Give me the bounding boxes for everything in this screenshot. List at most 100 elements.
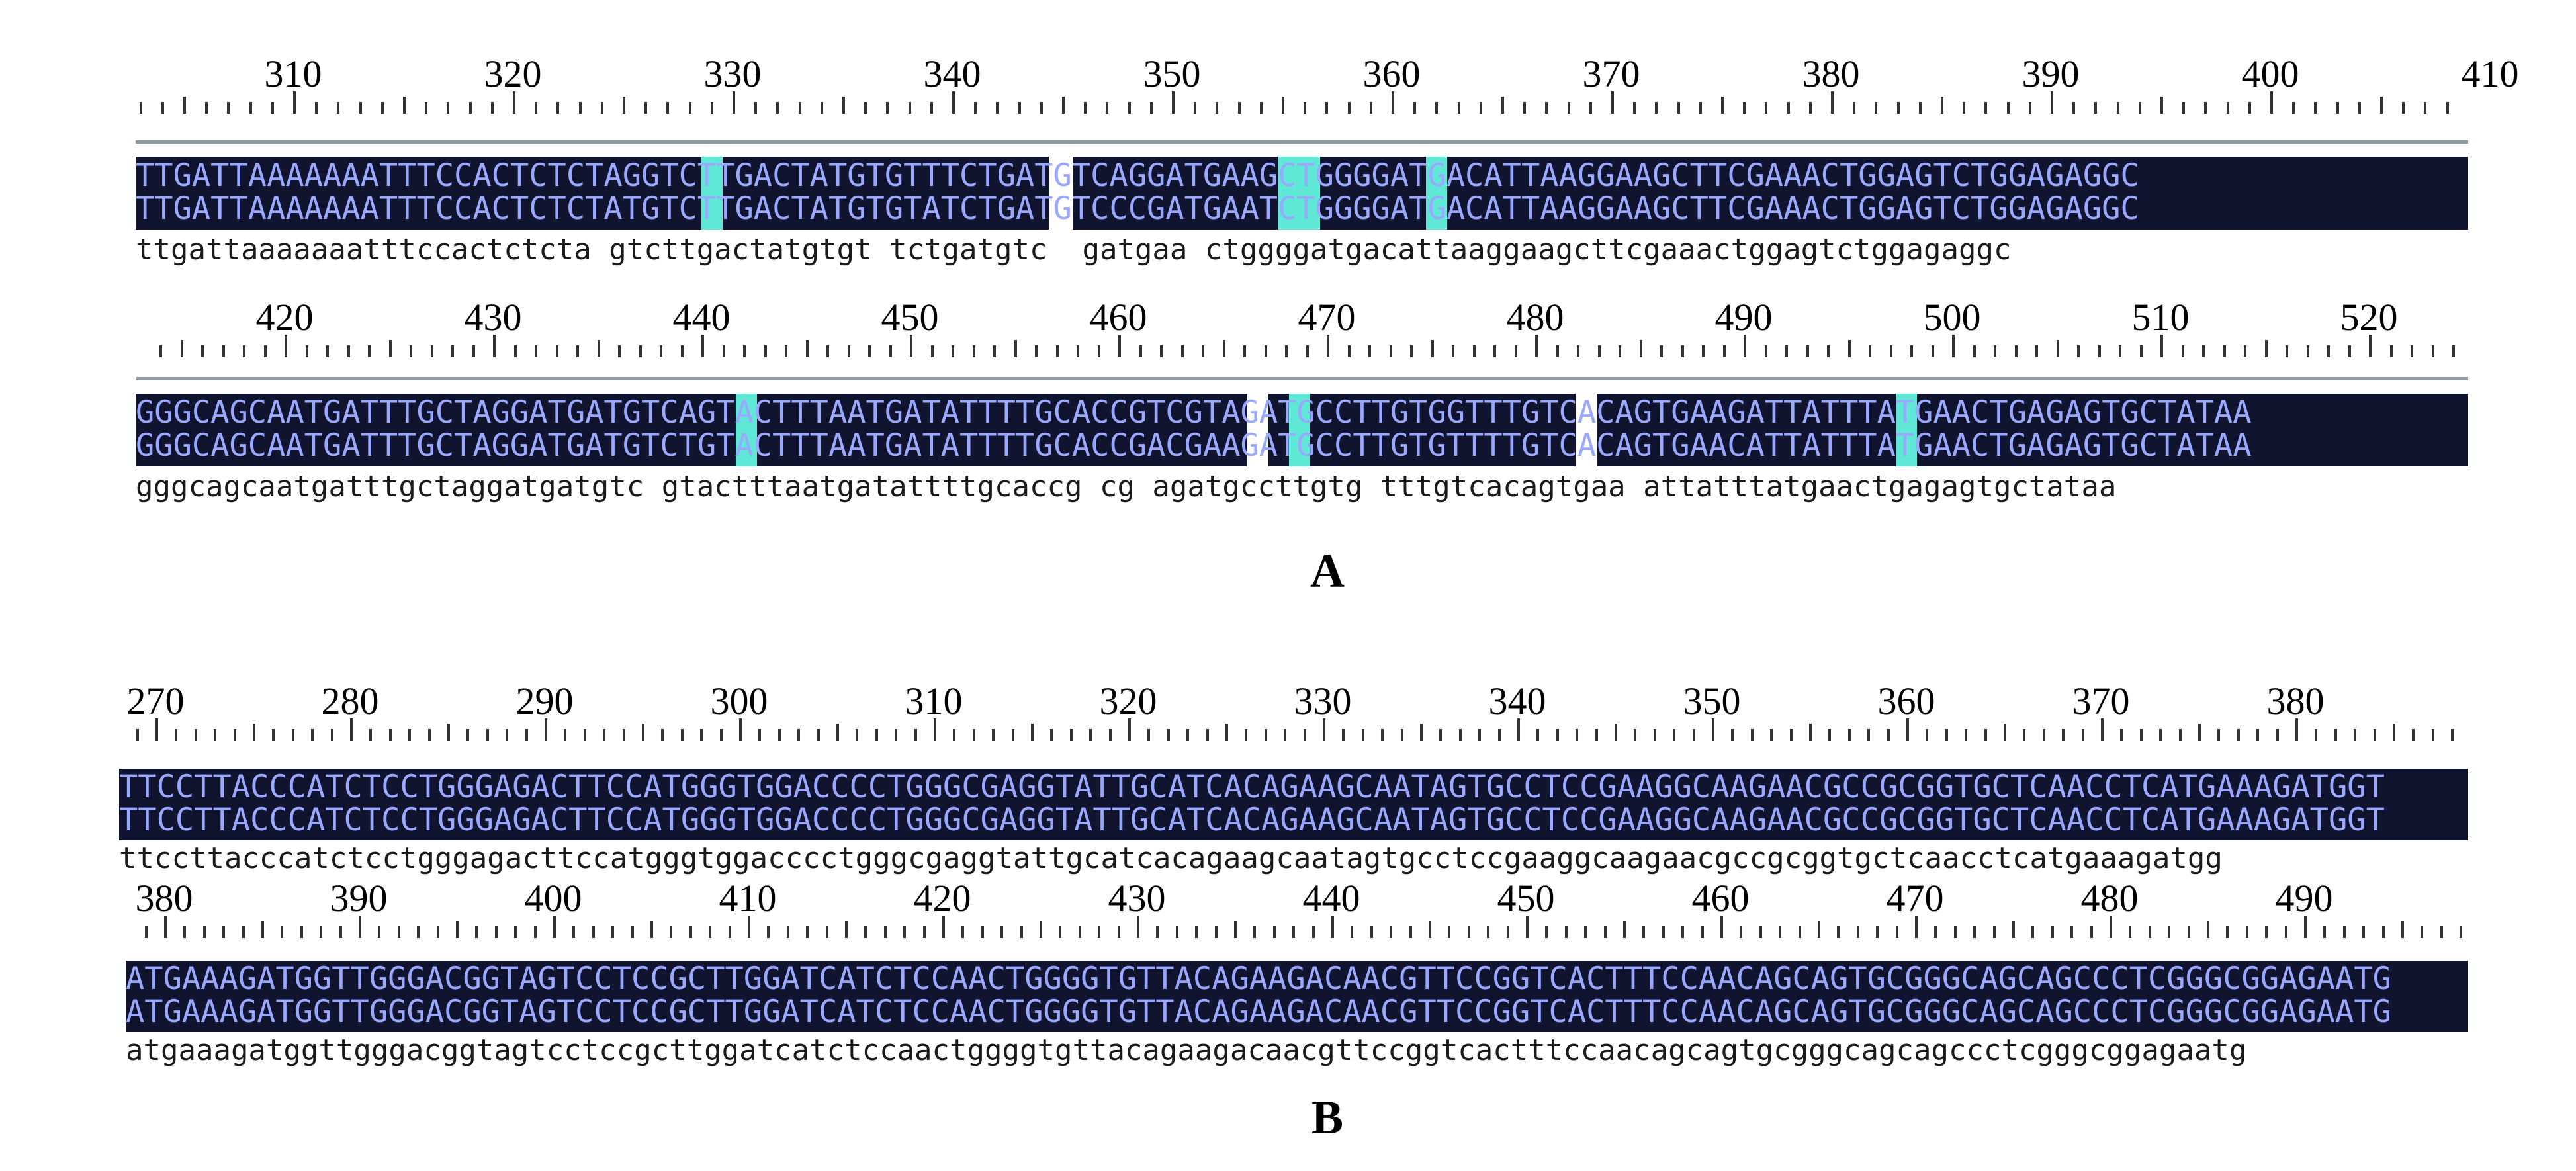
mismatch-marker xyxy=(701,157,723,230)
ruler-tick xyxy=(709,926,712,938)
ruler-tick xyxy=(1895,926,1898,938)
ruler-tick xyxy=(347,345,350,357)
ruler-tick xyxy=(1137,916,1139,938)
ruler-tick xyxy=(875,729,878,741)
ruler-b2: 380 390 400 410 420 430 440 450 460 470 480 490 xyxy=(126,877,2463,938)
ruler-tick xyxy=(2160,97,2163,114)
ruler-tick xyxy=(490,102,494,114)
ruler-tick xyxy=(2323,926,2327,938)
ruler-tick xyxy=(1639,340,1642,357)
ruler-label: 380 xyxy=(135,877,193,920)
ruler-tick xyxy=(1722,345,1726,357)
ruler-label: 390 xyxy=(330,877,388,920)
ruler-tick xyxy=(974,102,977,114)
ruler-tick xyxy=(1018,102,1021,114)
ruler-tick xyxy=(777,729,781,741)
ruler-tick xyxy=(2226,926,2229,938)
ruler-label: 420 xyxy=(255,296,314,339)
ruler-tick xyxy=(1660,345,1663,357)
ruler-label: 500 xyxy=(1923,296,1981,339)
ruler-tick xyxy=(666,102,670,114)
ruler-tick xyxy=(1331,916,1334,938)
ruler-tick xyxy=(1681,345,1684,357)
ruler-tick xyxy=(845,921,848,938)
ruler-tick xyxy=(1887,729,1890,741)
ruler-tick xyxy=(883,926,887,938)
ruler-tick xyxy=(2072,102,2076,114)
ruler-label: 450 xyxy=(1497,877,1555,920)
ruler-label: 370 xyxy=(2072,679,2130,722)
ruler-label: 270 xyxy=(126,679,185,722)
ruler-tick xyxy=(2101,718,2104,741)
ruler-tick xyxy=(650,921,653,938)
ruler-tick xyxy=(2284,926,2287,938)
ruler-label: 350 xyxy=(1683,679,1741,722)
ruler-tick xyxy=(1595,729,1598,741)
ruler-tick xyxy=(183,926,187,938)
ruler-tick xyxy=(1264,345,1267,357)
ruler-tick xyxy=(1172,91,1175,114)
ruler-tick xyxy=(2264,340,2268,357)
ruler-tick xyxy=(2452,345,2455,357)
ruler-tick xyxy=(1789,729,1793,741)
ruler-tick xyxy=(1011,729,1014,741)
ruler-tick xyxy=(388,340,392,357)
ruler-tick xyxy=(1040,102,1043,114)
ruler-tick xyxy=(754,102,758,114)
ruler-tick xyxy=(1435,102,1439,114)
alignment-block-b1: TTCCTTACCCATCTCCTGGGAGACTTCCATGGGTGGACCC… xyxy=(119,761,2468,880)
ruler-tick xyxy=(1906,718,1909,741)
ruler-tick xyxy=(1779,926,1782,938)
ruler-label: 370 xyxy=(1582,52,1640,95)
ruler-tick xyxy=(1342,729,1345,741)
ruler-tick xyxy=(1869,345,1871,357)
ruler-tick xyxy=(1973,926,1976,938)
ruler-tick xyxy=(1059,926,1062,938)
ruler-tick xyxy=(2304,916,2307,938)
ruler-tick xyxy=(1368,345,1371,357)
ruler-tick xyxy=(2334,729,2337,741)
ruler-tick xyxy=(993,345,996,357)
ruler-tick xyxy=(806,926,809,938)
ruler-tick xyxy=(1809,724,1812,741)
ruler-tick xyxy=(1692,729,1695,741)
ruler-tick xyxy=(1472,345,1476,357)
alignment-band xyxy=(126,961,2468,1032)
ruler-tick xyxy=(1744,335,1746,357)
ruler-tick xyxy=(553,916,556,938)
ruler-tick xyxy=(2070,926,2074,938)
ruler-tick xyxy=(1452,345,1454,357)
ruler-tick xyxy=(1945,729,1948,741)
ruler-tick xyxy=(155,718,158,741)
mismatch-marker xyxy=(1896,394,1917,466)
ruler-tick xyxy=(410,345,412,357)
ruler-tick xyxy=(642,724,644,741)
ruler-tick xyxy=(578,102,582,114)
ruler-tick xyxy=(2139,729,2143,741)
ruler-tick xyxy=(1953,926,1957,938)
ruler-tick xyxy=(2354,729,2357,741)
sequence-2: ATGAAAGATGGTTGGGACGGTAGTCCTCCGCTTGGATCAT… xyxy=(126,994,2391,1030)
ruler-tick xyxy=(403,97,406,114)
ruler-tick xyxy=(2265,926,2268,938)
ruler-tick xyxy=(272,729,275,741)
ruler-tick xyxy=(1392,91,1394,114)
ruler-tick xyxy=(1325,102,1329,114)
ruler-tick xyxy=(1818,921,1820,938)
ruler-tick xyxy=(311,729,314,741)
ruler-tick xyxy=(1156,926,1159,938)
ruler-tick xyxy=(1031,724,1034,741)
ruler-tick xyxy=(758,729,762,741)
ruler-tick xyxy=(2031,926,2035,938)
ruler-tick xyxy=(380,102,384,114)
ruler-tick xyxy=(1984,102,1988,114)
ruler-tick xyxy=(623,97,625,114)
ruler-tick xyxy=(1526,916,1529,938)
ruler-tick xyxy=(1467,926,1470,938)
ruler-tick xyxy=(1237,102,1241,114)
ruler-tick xyxy=(942,916,945,938)
ruler-tick xyxy=(1896,102,1900,114)
ruler-tick xyxy=(285,335,287,357)
ruler-tick xyxy=(1721,97,1724,114)
alignment-band xyxy=(119,769,2468,840)
